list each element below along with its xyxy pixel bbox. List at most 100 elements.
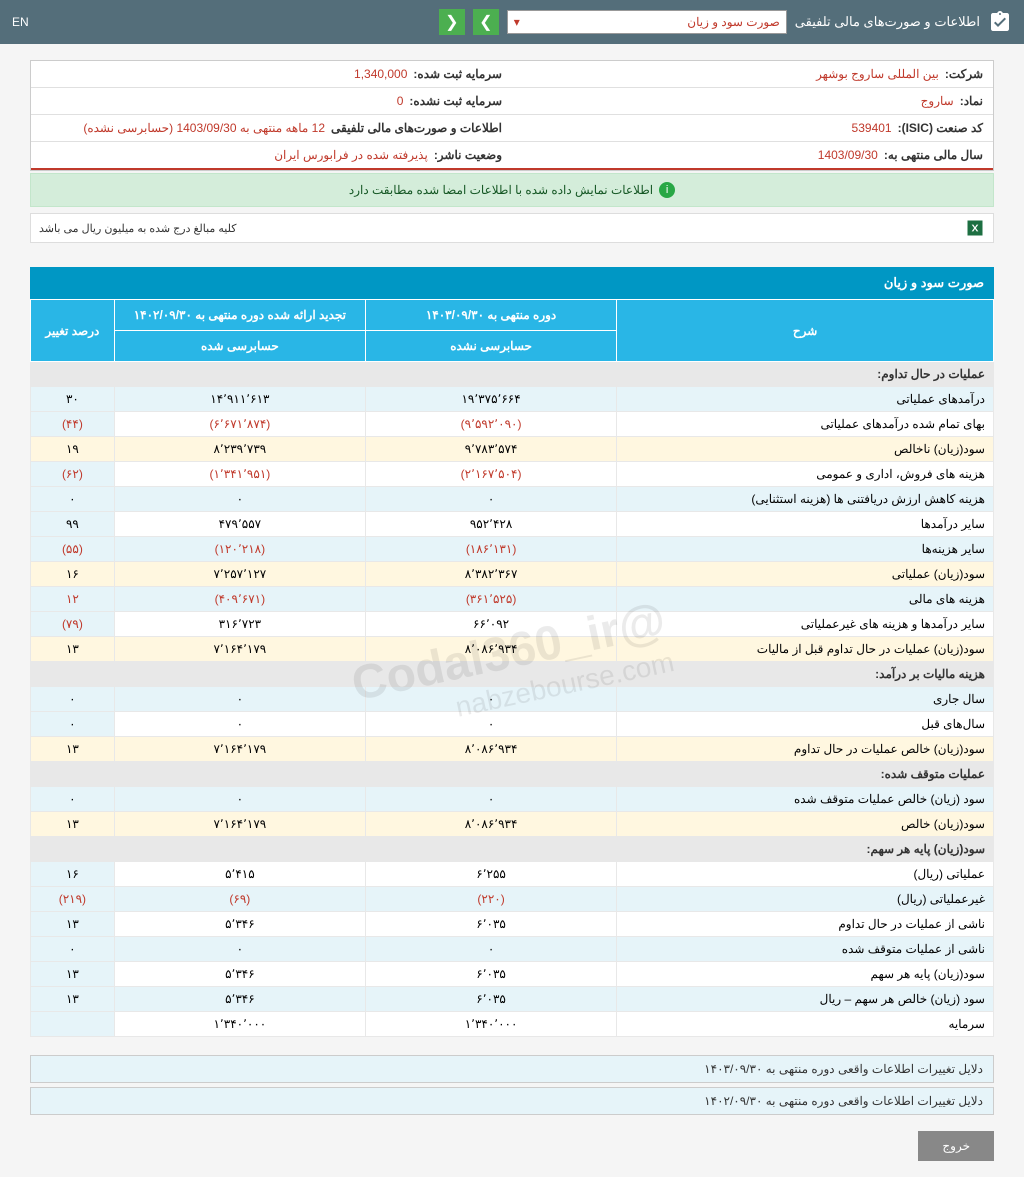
nav-next-button[interactable]: ❯ [473,9,499,35]
topbar-title: اطلاعات و صورت‌های مالی تلفیقی [795,14,980,30]
cell-v2: (۶٬۶۷۱٬۸۷۴) [114,412,365,437]
excel-export-icon[interactable] [965,218,985,238]
table-row: سود(زیان) پایه هر سهم۶٬۰۳۵۵٬۳۴۶۱۳ [31,962,994,987]
cell-pct: ۰ [31,712,115,737]
cell-v2: ۵٬۳۴۶ [114,962,365,987]
group-header: عملیات در حال تداوم: [31,362,994,387]
signature-alert: i اطلاعات نمایش داده شده با اطلاعات امضا… [30,173,994,207]
table-row: سود(زیان) خالص عملیات در حال تداوم۸٬۰۸۶٬… [31,737,994,762]
cell-desc: سرمایه [617,1012,994,1037]
table-row: سایر درآمدها و هزینه های غیرعملیاتی۶۶٬۰۹… [31,612,994,637]
nav-prev-button[interactable]: ❮ [439,9,465,35]
table-row: سود(زیان) پایه هر سهم: [31,837,994,862]
info-grid: شرکت:بین المللی ساروج بوشهر سرمایه ثبت ش… [30,60,994,171]
cell-desc: هزینه های مالی [617,587,994,612]
section-title: صورت سود و زیان [30,267,994,299]
lang-toggle[interactable]: EN [12,15,29,29]
table-row: سود (زیان) خالص هر سهم – ریال۶٬۰۳۵۵٬۳۴۶۱… [31,987,994,1012]
capital-unreg-label: سرمایه ثبت نشده: [409,94,502,108]
cell-v1: (۲۲۰) [365,887,616,912]
cell-pct: (۶۲) [31,462,115,487]
info-icon: i [659,182,675,198]
cell-pct: ۳۰ [31,387,115,412]
cell-pct: ۰ [31,787,115,812]
table-row: هزینه های فروش، اداری و عمومی(۲٬۱۶۷٬۵۰۴)… [31,462,994,487]
statement-dropdown[interactable]: صورت سود و زیان▾ [507,10,787,34]
income-statement-table: شرح دوره منتهی به ۱۴۰۳/۰۹/۳۰ تجدید ارائه… [30,299,994,1037]
table-row: سال جاری۰۰۰ [31,687,994,712]
cell-v2: ۰ [114,687,365,712]
cell-desc: سود (زیان) خالص هر سهم – ریال [617,987,994,1012]
cell-desc: سود (زیان) خالص عملیات متوقف شده [617,787,994,812]
fy-label: سال مالی منتهی به: [884,148,983,162]
cell-pct [31,1012,115,1037]
th-period2: تجدید ارائه شده دوره منتهی به ۱۴۰۲/۰۹/۳۰ [114,300,365,331]
cell-v1: ۰ [365,937,616,962]
capital-unreg-value: 0 [397,94,404,108]
topbar-left: EN [12,15,29,29]
table-wrap: @Codal360_ir nabzebourse.com شرح دوره من… [30,299,994,1037]
cell-pct: ۱۳ [31,737,115,762]
cell-pct: ۱۳ [31,812,115,837]
table-row: هزینه کاهش ارزش دریافتنی ها (هزینه استثن… [31,487,994,512]
cell-v2: ۴۷۹٬۵۵۷ [114,512,365,537]
table-row: هزینه های مالی(۳۶۱٬۵۲۵)(۴۰۹٬۶۷۱)۱۲ [31,587,994,612]
toolbar: کلیه مبالغ درج شده به میلیون ریال می باش… [30,213,994,243]
cell-pct: ۱۶ [31,862,115,887]
cell-desc: سایر درآمدها و هزینه های غیرعملیاتی [617,612,994,637]
cell-pct: ۱۲ [31,587,115,612]
cell-pct: ۱۳ [31,987,115,1012]
cell-desc: هزینه های فروش، اداری و عمومی [617,462,994,487]
cell-desc: ناشی از عملیات در حال تداوم [617,912,994,937]
cell-pct: ۱۳ [31,637,115,662]
cell-v2: (۱٬۳۴۱٬۹۵۱) [114,462,365,487]
table-row: عملیاتی (ریال)۶٬۲۵۵۵٬۴۱۵۱۶ [31,862,994,887]
cell-v1: ۶۶٬۰۹۲ [365,612,616,637]
cell-v1: (۱۸۶٬۱۳۱) [365,537,616,562]
table-row: سرمایه۱٬۳۴۰٬۰۰۰۱٬۳۴۰٬۰۰۰ [31,1012,994,1037]
cell-pct: ۱۹ [31,437,115,462]
table-row: سود(زیان) خالص۸٬۰۸۶٬۹۳۴۷٬۱۶۴٬۱۷۹۱۳ [31,812,994,837]
currency-note: کلیه مبالغ درج شده به میلیون ریال می باش… [39,222,236,235]
footer-changes-2: دلایل تغییرات اطلاعات واقعی دوره منتهی ب… [30,1087,994,1115]
cell-v2: ۵٬۳۴۶ [114,987,365,1012]
cell-desc: سود(زیان) عملیات در حال تداوم قبل از مال… [617,637,994,662]
table-row: سود (زیان) خالص عملیات متوقف شده۰۰۰ [31,787,994,812]
cell-pct: ۰ [31,687,115,712]
cell-desc: سایر درآمدها [617,512,994,537]
table-row: بهای تمام شده درآمدهای عملیاتی(۹٬۵۹۲٬۰۹۰… [31,412,994,437]
exit-button[interactable]: خروج [918,1131,994,1161]
cell-v2: ۵٬۳۴۶ [114,912,365,937]
table-body: عملیات در حال تداوم:درآمدهای عملیاتی۱۹٬۳… [31,362,994,1037]
capital-reg-value: 1,340,000 [354,67,407,81]
cell-v1: ۹۵۲٬۴۲۸ [365,512,616,537]
group-header: هزینه مالیات بر درآمد: [31,662,994,687]
cell-v1: ۶٬۰۳۵ [365,987,616,1012]
th-pct: درصد تغییر [31,300,115,362]
cell-desc: درآمدهای عملیاتی [617,387,994,412]
cell-v2: ۸٬۲۳۹٬۷۳۹ [114,437,365,462]
statements-value: 12 ماهه منتهی به 1403/09/30 (حسابرسی نشد… [83,121,325,135]
cell-desc: سود(زیان) خالص عملیات در حال تداوم [617,737,994,762]
cell-desc: هزینه کاهش ارزش دریافتنی ها (هزینه استثن… [617,487,994,512]
cell-pct: (۲۱۹) [31,887,115,912]
table-row: ناشی از عملیات متوقف شده۰۰۰ [31,937,994,962]
th-desc: شرح [617,300,994,362]
cell-pct: (۴۴) [31,412,115,437]
isic-label: کد صنعت (ISIC): [898,121,983,135]
cell-pct: ۰ [31,487,115,512]
cell-v2: ۷٬۱۶۴٬۱۷۹ [114,737,365,762]
cell-v2: ۰ [114,787,365,812]
cell-v2: ۷٬۱۶۴٬۱۷۹ [114,812,365,837]
company-value: بین المللی ساروج بوشهر [816,67,939,81]
th-sub2: حسابرسی شده [114,331,365,362]
isic-value: 539401 [852,121,892,135]
fy-value: 1403/09/30 [818,148,878,162]
cell-v1: ۸٬۰۸۶٬۹۳۴ [365,637,616,662]
cell-v1: ۰ [365,787,616,812]
cell-v1: ۹٬۷۸۳٬۵۷۴ [365,437,616,462]
cell-desc: سال‌های قبل [617,712,994,737]
cell-v1: ۸٬۳۸۲٬۳۶۷ [365,562,616,587]
table-row: عملیات متوقف شده: [31,762,994,787]
dropdown-value: صورت سود و زیان [687,15,779,29]
